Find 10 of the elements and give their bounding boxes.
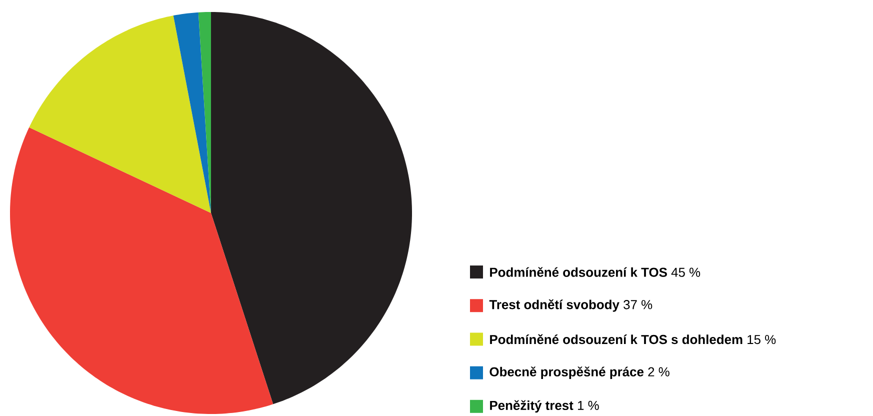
- data-label: 2 %: [648, 367, 670, 376]
- legend-label: Peněžitý trest: [490, 400, 574, 413]
- legend-label: Obecně prospěšné práce: [490, 366, 644, 379]
- data-label: 15 %: [748, 334, 776, 344]
- legend-label: Trest odnětí svobody: [489, 299, 620, 312]
- legend-label: Podmíněné odsouzení k TOS: [490, 267, 667, 277]
- data-label: 37 %: [624, 300, 652, 310]
- legend-label: Podmíněné odsouzení k TOS s dohledem: [490, 334, 742, 344]
- data-label: 45 %: [671, 268, 700, 277]
- data-label: 1 %: [578, 400, 599, 410]
